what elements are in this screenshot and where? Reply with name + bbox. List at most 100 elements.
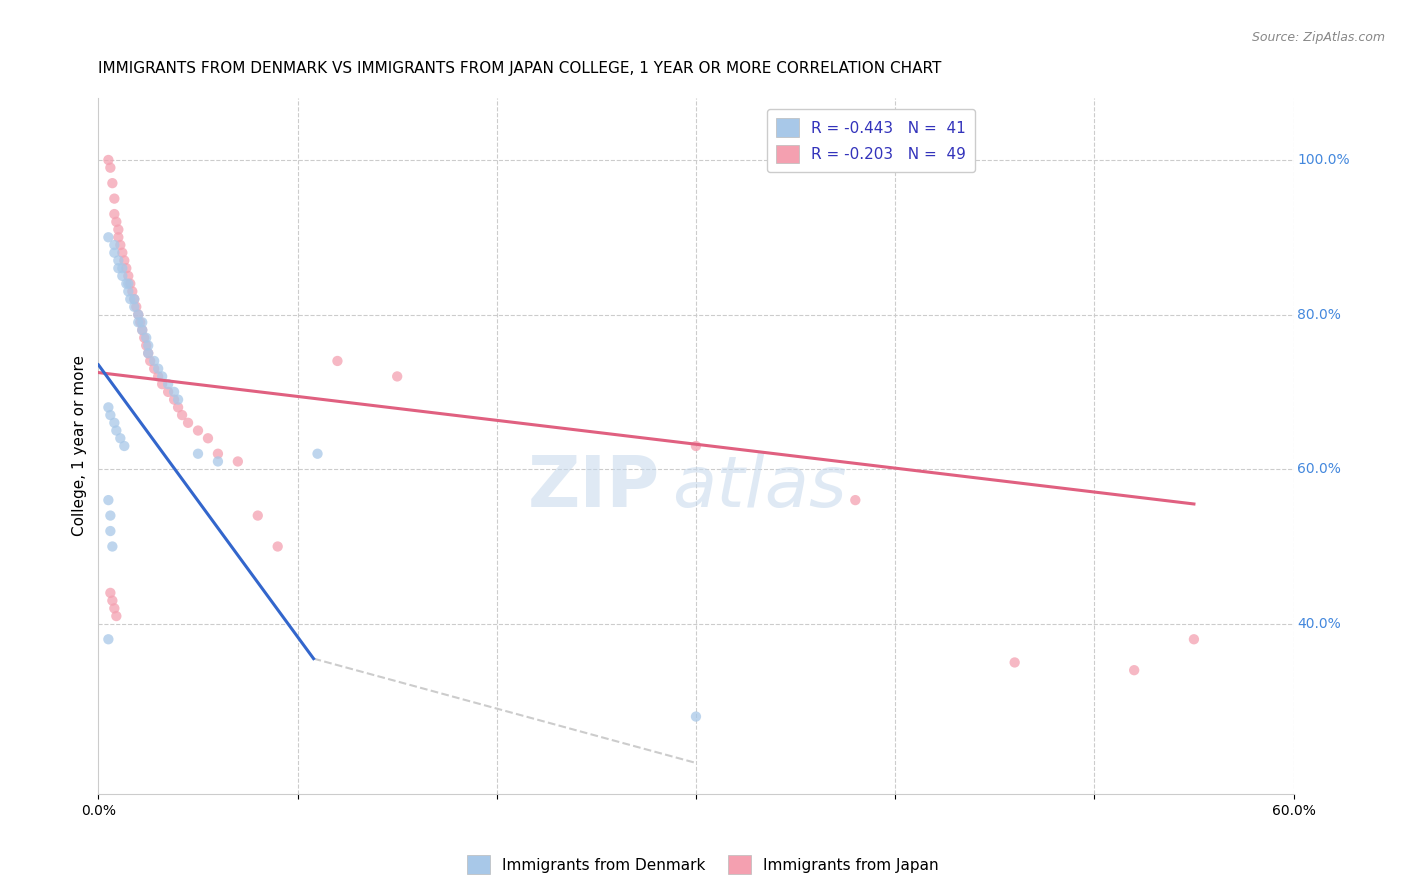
Point (172, 408, 194, 422)
Point (117, 285, 139, 299)
Point (844, 493, 866, 508)
Point (127, 315, 149, 329)
Point (101, 593, 124, 607)
Point (111, 245, 134, 260)
Text: ZIP: ZIP (527, 453, 661, 522)
Point (148, 369, 170, 384)
Point (157, 377, 180, 392)
Point (163, 392, 186, 407)
Point (97, 632, 120, 647)
Point (115, 261, 138, 276)
Text: 40.0%: 40.0% (1298, 616, 1341, 631)
Point (135, 338, 157, 352)
Point (103, 238, 125, 252)
Legend: R = -0.443   N =  41, R = -0.203   N =  49: R = -0.443 N = 41, R = -0.203 N = 49 (766, 109, 976, 172)
Point (131, 323, 153, 337)
Text: 60.0%: 60.0% (1298, 462, 1341, 476)
Point (139, 354, 162, 368)
Text: Source: ZipAtlas.com: Source: ZipAtlas.com (1251, 31, 1385, 45)
Text: IMMIGRANTS FROM DENMARK VS IMMIGRANTS FROM JAPAN COLLEGE, 1 YEAR OR MORE CORRELA: IMMIGRANTS FROM DENMARK VS IMMIGRANTS FR… (98, 61, 942, 76)
Point (117, 268, 139, 283)
Text: 100.0%: 100.0% (1298, 153, 1350, 167)
Point (167, 392, 190, 407)
Point (124, 292, 146, 306)
Point (267, 540, 290, 554)
Point (125, 300, 148, 314)
Point (143, 361, 166, 376)
Point (105, 609, 128, 624)
Point (385, 369, 409, 384)
Point (98, 508, 122, 523)
Point (103, 601, 125, 615)
Y-axis label: College, 1 year or more: College, 1 year or more (72, 356, 87, 536)
Point (1182, 632, 1205, 647)
Point (117, 277, 139, 291)
Point (97, 493, 120, 508)
Point (98, 408, 122, 422)
Point (103, 416, 125, 430)
Point (129, 315, 152, 329)
Point (163, 384, 186, 399)
Point (105, 215, 128, 229)
Point (103, 207, 125, 221)
Point (98, 161, 122, 175)
Point (103, 245, 125, 260)
Point (307, 447, 329, 461)
Point (177, 416, 200, 430)
Point (97, 230, 120, 244)
Point (1004, 656, 1026, 670)
Text: atlas: atlas (672, 453, 846, 522)
Point (101, 540, 124, 554)
Point (105, 424, 128, 438)
Point (136, 346, 159, 360)
Point (148, 361, 170, 376)
Point (97, 401, 120, 415)
Point (111, 261, 134, 276)
Point (120, 277, 142, 291)
Point (124, 292, 146, 306)
Point (127, 308, 149, 322)
Point (107, 222, 129, 236)
Point (207, 454, 229, 468)
Point (187, 424, 209, 438)
Point (103, 192, 125, 206)
Point (187, 447, 209, 461)
Point (167, 401, 190, 415)
Point (1123, 663, 1146, 677)
Point (107, 230, 129, 244)
Point (111, 268, 134, 283)
Point (136, 338, 159, 352)
Point (226, 454, 249, 468)
Point (246, 508, 269, 523)
Point (101, 176, 124, 190)
Point (134, 331, 156, 345)
Point (157, 384, 180, 399)
Point (110, 431, 132, 445)
Point (110, 238, 132, 252)
Point (207, 447, 229, 461)
Point (112, 253, 135, 268)
Point (326, 354, 349, 368)
Point (112, 439, 135, 453)
Point (115, 277, 138, 291)
Point (150, 369, 173, 384)
Point (143, 354, 166, 368)
Point (98, 586, 122, 600)
Point (685, 439, 707, 453)
Point (97, 153, 120, 167)
Point (136, 346, 159, 360)
Point (107, 253, 129, 268)
Point (121, 285, 143, 299)
Point (120, 292, 142, 306)
Point (685, 709, 707, 723)
Point (131, 323, 153, 337)
Point (98, 524, 122, 538)
Point (131, 315, 153, 329)
Text: 80.0%: 80.0% (1298, 308, 1341, 322)
Point (127, 308, 149, 322)
Point (135, 331, 157, 345)
Point (124, 300, 146, 314)
Legend: Immigrants from Denmark, Immigrants from Japan: Immigrants from Denmark, Immigrants from… (461, 849, 945, 880)
Point (107, 261, 129, 276)
Point (197, 431, 219, 445)
